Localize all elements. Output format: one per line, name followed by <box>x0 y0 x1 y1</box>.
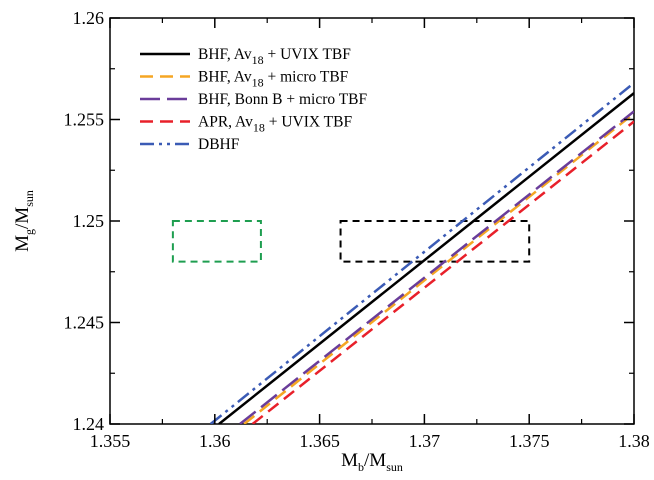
target-boxes <box>171 220 531 263</box>
x-tick-label: 1.36 <box>199 431 231 451</box>
series-line-1 <box>218 92 634 424</box>
legend-label-1: BHF, Av18 + UVIX TBF <box>198 46 351 67</box>
y-axis-label: Mg/Msun <box>12 190 36 252</box>
y-tick-label: 1.26 <box>73 8 105 28</box>
legend-label-5: DBHF <box>198 136 240 153</box>
series-line-4 <box>251 120 634 424</box>
axis-ticks: 1.355 1.36 1.365 1.37 1.375 1.38 1.24 1.245 1.25… <box>64 8 650 451</box>
x-tick-label: 1.37 <box>409 431 441 451</box>
y-tick-label: 1.255 <box>64 110 105 130</box>
series-line-2 <box>243 112 634 424</box>
x-tick-label: 1.355 <box>90 431 131 451</box>
x-tick-label: 1.375 <box>509 431 550 451</box>
legend-label-4: APR, Av18 + UVIX TBF <box>198 114 352 135</box>
series-line-5 <box>209 81 634 424</box>
x-tick-label: 1.365 <box>299 431 340 451</box>
legend-label-2: BHF, Av18 + micro TBF <box>198 69 349 90</box>
series-lines <box>209 81 634 424</box>
x-axis-label: Mb/Msun <box>341 450 403 474</box>
y-tick-label: 1.245 <box>64 313 105 333</box>
series-line-3 <box>239 110 634 424</box>
y-tick-label: 1.24 <box>73 414 105 434</box>
target-box-1 <box>171 220 262 263</box>
legend-label-3: BHF, Bonn B + micro TBF <box>198 91 368 108</box>
target-box-2 <box>339 220 531 263</box>
y-tick-label: 1.25 <box>73 211 105 231</box>
x-tick-label: 1.38 <box>618 431 650 451</box>
